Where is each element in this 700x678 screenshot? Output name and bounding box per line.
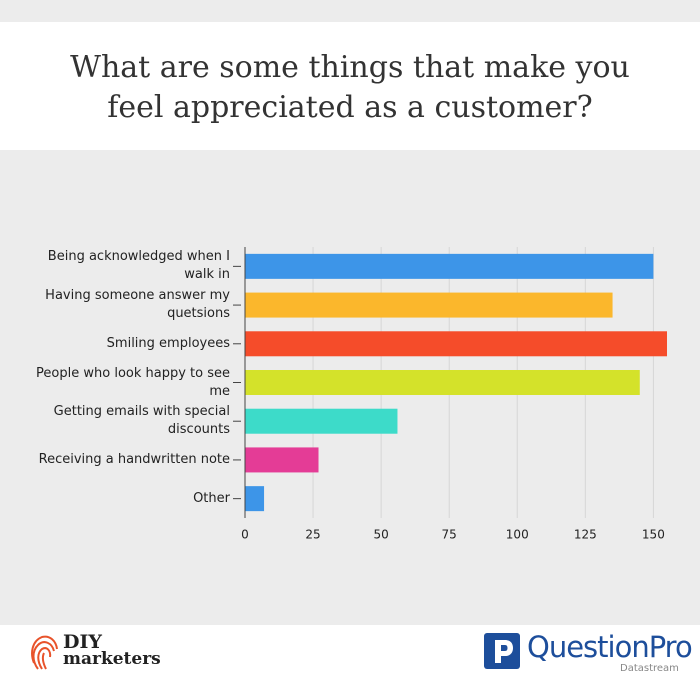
fingerprint-icon [31,635,58,670]
x-tick-label: 100 [506,528,529,542]
x-tick-label: 50 [373,528,388,542]
y-tick-label: Being acknowledged when I walk in [47,249,230,283]
x-tick-label: 0 [241,528,249,542]
logo-tagline: Datastream [620,663,679,674]
x-tick-label: 150 [642,528,665,542]
title-box: What are some things that make you feel … [0,22,700,150]
bar [245,486,265,512]
bar [245,292,613,318]
logo-text: DIY [63,631,102,653]
bar [245,408,398,434]
y-tick-label: Having someone answer my quetsions [45,288,230,322]
bar [245,370,640,395]
y-tick-label: Other [193,490,230,506]
x-tick-label: 125 [574,528,597,542]
bar [245,331,667,357]
chart-title: What are some things that make you feel … [70,50,630,125]
footer: DIY marketers QuestionPro Datastream [0,625,700,678]
x-tick-label: 25 [305,528,320,542]
chart: 0 25 50 75 100 125 150 [233,247,667,542]
bar [245,447,319,473]
bar [245,253,654,279]
y-tick-label: People who look happy to see me [36,365,230,399]
logo-text: QuestionPro [527,630,693,664]
questionpro-icon [484,633,520,669]
y-tick-label: Smiling employees [106,335,230,351]
logo-text: marketers [63,649,161,669]
x-tick-label: 75 [442,528,457,542]
y-tick-label: Receiving a handwritten note [38,451,230,467]
y-tick-label: Getting emails with special discounts [53,404,230,438]
